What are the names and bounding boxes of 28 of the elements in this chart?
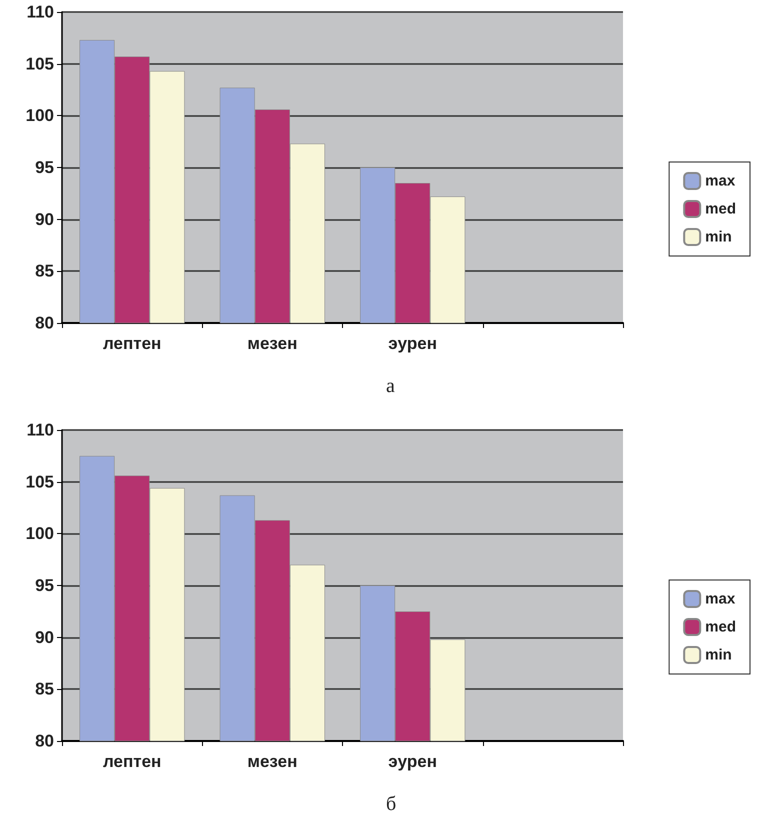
x-tick-label: лептен [102, 752, 162, 771]
x-tick-label: лептен [102, 334, 162, 353]
y-tick-label: 110 [26, 420, 54, 440]
y-tick-label: 85 [35, 680, 54, 699]
y-tick-label: 85 [35, 262, 54, 281]
y-tick-label: 105 [26, 54, 54, 74]
y-tick-label: 95 [35, 158, 54, 177]
legend-label: min [705, 228, 732, 246]
y-tick-label: 100 [26, 106, 54, 126]
y-tick-label: 80 [35, 314, 54, 332]
legend-label: max [705, 590, 736, 608]
x-tick-label: эурен [388, 752, 437, 771]
y-tick-label: 110 [26, 2, 54, 22]
x-tick-label: мезен [247, 752, 298, 771]
text: а [386, 375, 395, 397]
legend-label: max [705, 172, 736, 190]
y-tick-label: 90 [35, 628, 54, 647]
x-tick-label: мезен [247, 334, 298, 353]
y-tick-label: 80 [35, 732, 54, 750]
legend-label: min [705, 646, 732, 664]
text: б [386, 793, 396, 815]
x-tick-label: эурен [388, 334, 437, 353]
legend-label: med [705, 200, 736, 218]
y-tick-label: 90 [35, 210, 54, 229]
legend-label: med [705, 618, 736, 636]
y-tick-label: 100 [26, 524, 54, 544]
y-tick-label: 105 [26, 472, 54, 492]
y-tick-label: 95 [35, 576, 54, 595]
